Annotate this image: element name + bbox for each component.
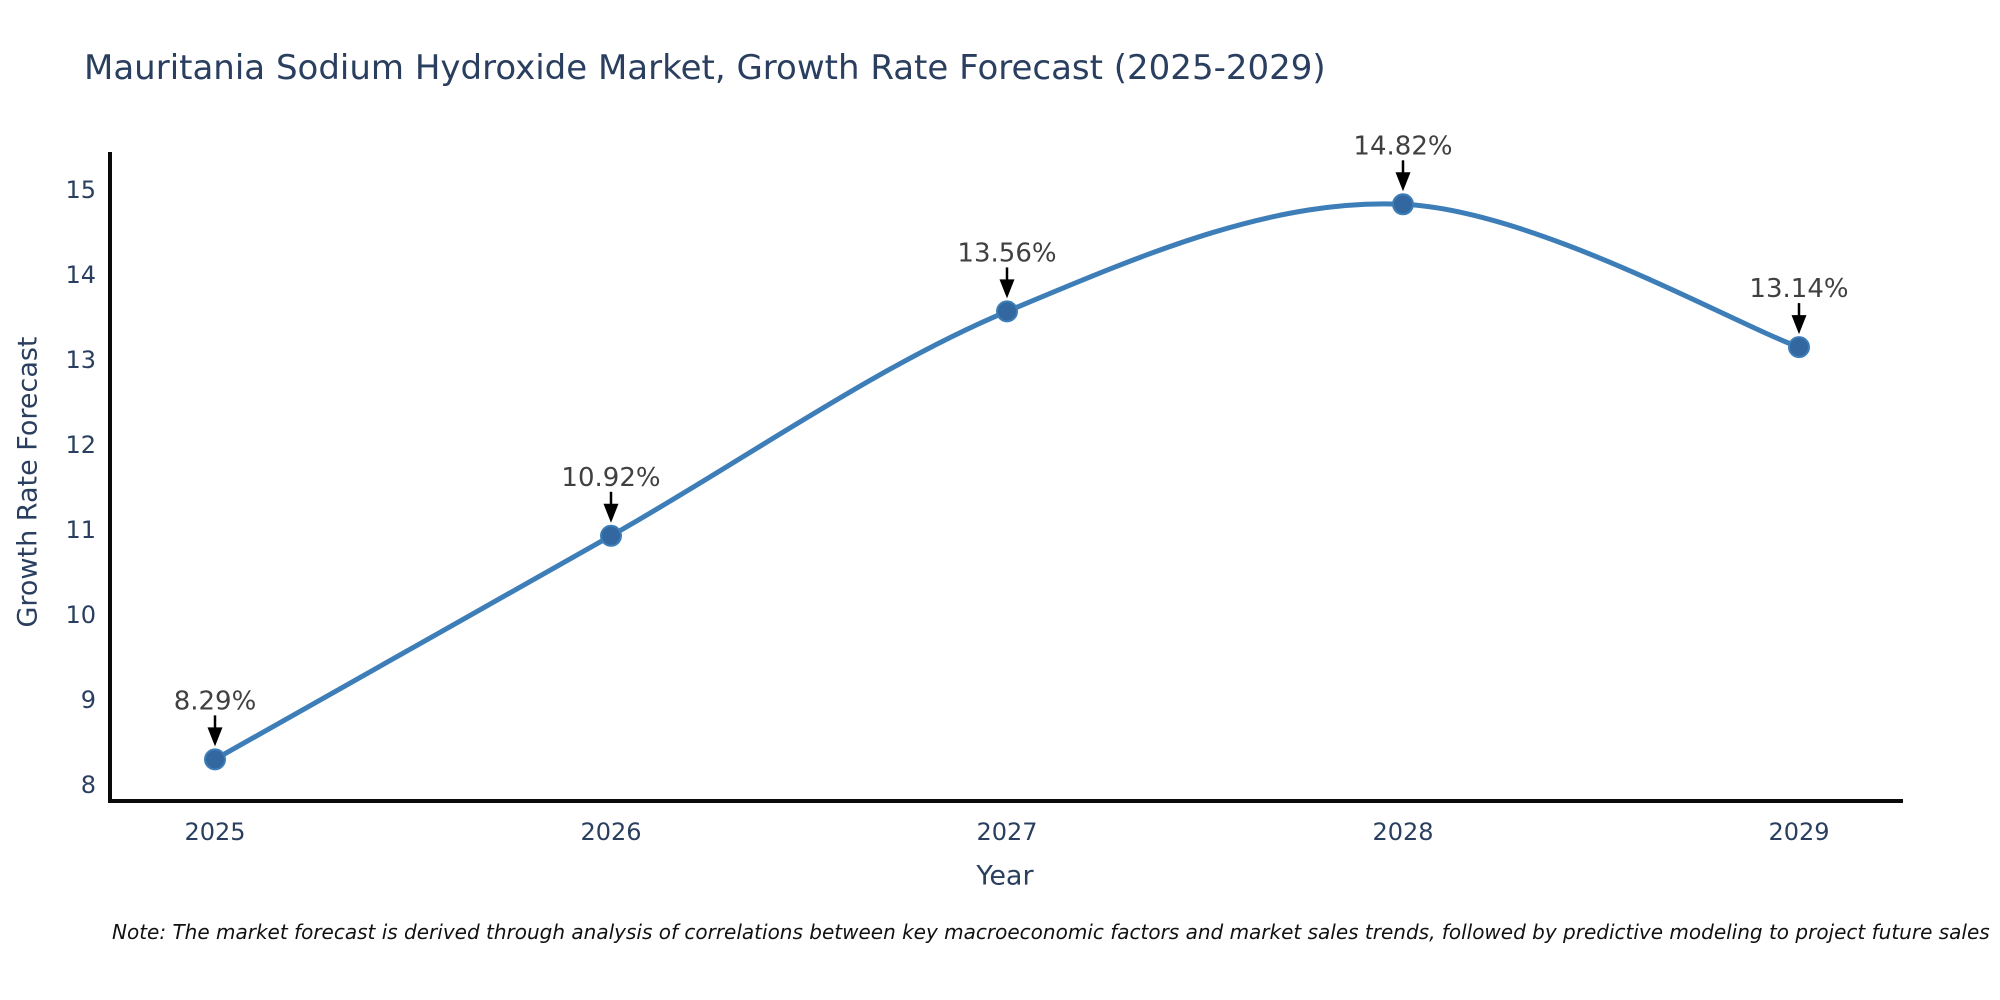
chart-title: Mauritania Sodium Hydroxide Market, Grow… bbox=[84, 48, 1326, 88]
point-label: 13.56% bbox=[957, 238, 1056, 268]
annotation-arrow-head bbox=[1395, 172, 1411, 192]
x-tick-label: 2026 bbox=[580, 818, 641, 846]
y-tick-label: 15 bbox=[65, 176, 96, 204]
annotation-arrow-head bbox=[603, 503, 619, 523]
point-label: 14.82% bbox=[1353, 131, 1452, 161]
point-label: 13.14% bbox=[1749, 274, 1848, 304]
data-point-2026 bbox=[600, 524, 622, 547]
y-tick-label: 8 bbox=[81, 771, 96, 799]
x-tick-label: 2028 bbox=[1372, 818, 1433, 846]
footnote: Note: The market forecast is derived thr… bbox=[112, 920, 1990, 944]
point-label: 10.92% bbox=[561, 463, 660, 493]
y-tick-label: 11 bbox=[65, 516, 96, 544]
data-point-2028 bbox=[1392, 193, 1414, 216]
y-tick-label: 12 bbox=[65, 431, 96, 459]
annotation-arrow-head bbox=[999, 279, 1015, 299]
x-tick-label: 2027 bbox=[976, 818, 1037, 846]
x-tick-label: 2025 bbox=[184, 818, 245, 846]
x-tick-label: 2029 bbox=[1768, 818, 1829, 846]
y-tick-label: 14 bbox=[65, 261, 96, 289]
data-point-2025 bbox=[204, 748, 226, 771]
y-tick-label: 10 bbox=[65, 601, 96, 629]
y-tick-label: 13 bbox=[65, 346, 96, 374]
x-axis-title: Year bbox=[976, 860, 1034, 892]
annotation-arrow-head bbox=[207, 727, 223, 747]
y-tick-label: 9 bbox=[81, 686, 96, 714]
point-label: 8.29% bbox=[174, 686, 257, 716]
annotation-arrow-head bbox=[1791, 315, 1807, 335]
data-point-2027 bbox=[996, 300, 1018, 323]
data-point-2029 bbox=[1788, 336, 1810, 359]
